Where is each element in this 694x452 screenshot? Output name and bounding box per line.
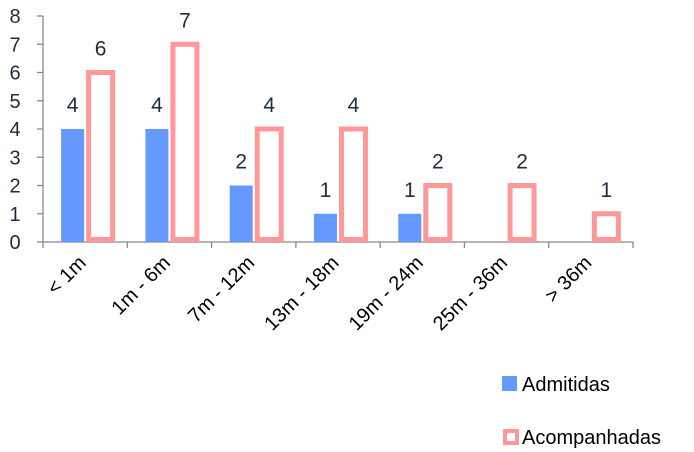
x-tick-label: 19m - 24m: [345, 252, 428, 335]
y-tick-label: 2: [9, 176, 20, 198]
bar-acompanhadas: [591, 211, 621, 242]
bar-acompanhadas: [170, 41, 200, 242]
data-label-acompanhadas: 2: [516, 151, 528, 174]
bar-admitidas: [398, 213, 422, 242]
y-tick-label: 1: [9, 204, 20, 226]
x-tick-label: 25m - 36m: [429, 252, 512, 335]
data-label-acompanhadas: 7: [179, 9, 191, 32]
data-label-admitidas: 2: [235, 151, 247, 174]
data-label-acompanhadas: 4: [348, 94, 360, 117]
legend-label-acompanhadas: Acompanhadas: [522, 427, 661, 449]
x-axis: < 1m 1m - 6m 7m - 12m 13m - 18m 19m - 24m 25m…: [42, 241, 634, 335]
y-tick-label: 5: [9, 91, 20, 113]
bar-acompanhadas: [86, 70, 116, 242]
y-tick-label: 7: [9, 34, 20, 56]
bar-acompanhadas: [423, 183, 453, 242]
y-tick-label: 6: [9, 63, 20, 85]
legend-label-admitidas: Admitidas: [522, 374, 610, 396]
y-tick-label: 4: [9, 119, 20, 141]
data-label-admitidas: 1: [404, 179, 416, 202]
data-label-acompanhadas: 4: [263, 94, 275, 117]
data-label-admitidas: 1: [320, 179, 332, 202]
bars: [61, 41, 621, 242]
legend: Admitidas Acompanhadas: [502, 374, 661, 449]
data-label-acompanhadas: 2: [432, 151, 444, 174]
y-axis: 0 1 2 3 4 5 6 7 8: [9, 6, 44, 254]
y-tick-label: 0: [9, 232, 20, 254]
legend-swatch-admitidas: [502, 376, 517, 391]
bar-admitidas: [145, 129, 169, 242]
data-label-admitidas: 4: [67, 94, 79, 117]
x-tick-label: 1m - 6m: [108, 252, 175, 319]
x-tick-label: > 36m: [541, 252, 596, 307]
x-tick-label: 13m - 18m: [260, 252, 343, 335]
bar-acompanhadas: [507, 183, 537, 242]
legend-swatch-acompanhadas: [503, 429, 519, 445]
bar-admitidas: [314, 213, 337, 242]
bar-admitidas: [61, 129, 85, 242]
y-tick-label: 3: [9, 147, 20, 169]
x-tick-label: < 1m: [43, 252, 90, 299]
data-label-acompanhadas: 6: [95, 38, 107, 61]
data-label-acompanhadas: 1: [601, 179, 613, 202]
data-label-admitidas: 4: [151, 94, 163, 117]
bar-acompanhadas: [339, 126, 368, 242]
bar-acompanhadas: [254, 126, 284, 242]
y-tick-label: 8: [9, 6, 20, 28]
bar-admitidas: [229, 185, 253, 242]
x-tick-label: 7m - 12m: [184, 252, 259, 327]
